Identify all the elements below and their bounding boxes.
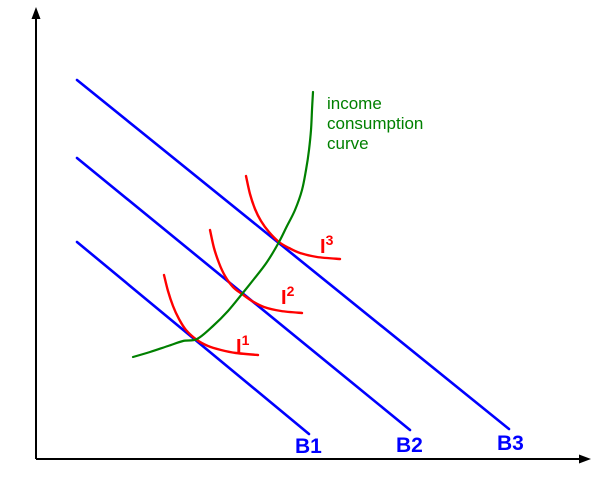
income-consumption-curve [131, 90, 315, 359]
budget-line-b2-label: B2 [396, 434, 423, 457]
x-axis-arrow-icon [579, 454, 591, 464]
budget-line-b3 [75, 78, 511, 431]
indifference-curve-i2-label: I2 [281, 283, 295, 309]
y-axis-arrow-icon [31, 7, 41, 19]
budget-line-b1-label: B1 [295, 435, 322, 458]
indifference-curve-i3 [244, 174, 342, 261]
indifference-curve-i3-label: I3 [320, 232, 334, 258]
indifference-curve-i1-label: I1 [236, 332, 250, 358]
income-consumption-curve-label: income consumption curve [327, 94, 423, 153]
indifference-curve-i2 [208, 228, 304, 315]
indifference-curve-i1 [162, 273, 260, 357]
budget-line-b3-label: B3 [497, 432, 524, 455]
